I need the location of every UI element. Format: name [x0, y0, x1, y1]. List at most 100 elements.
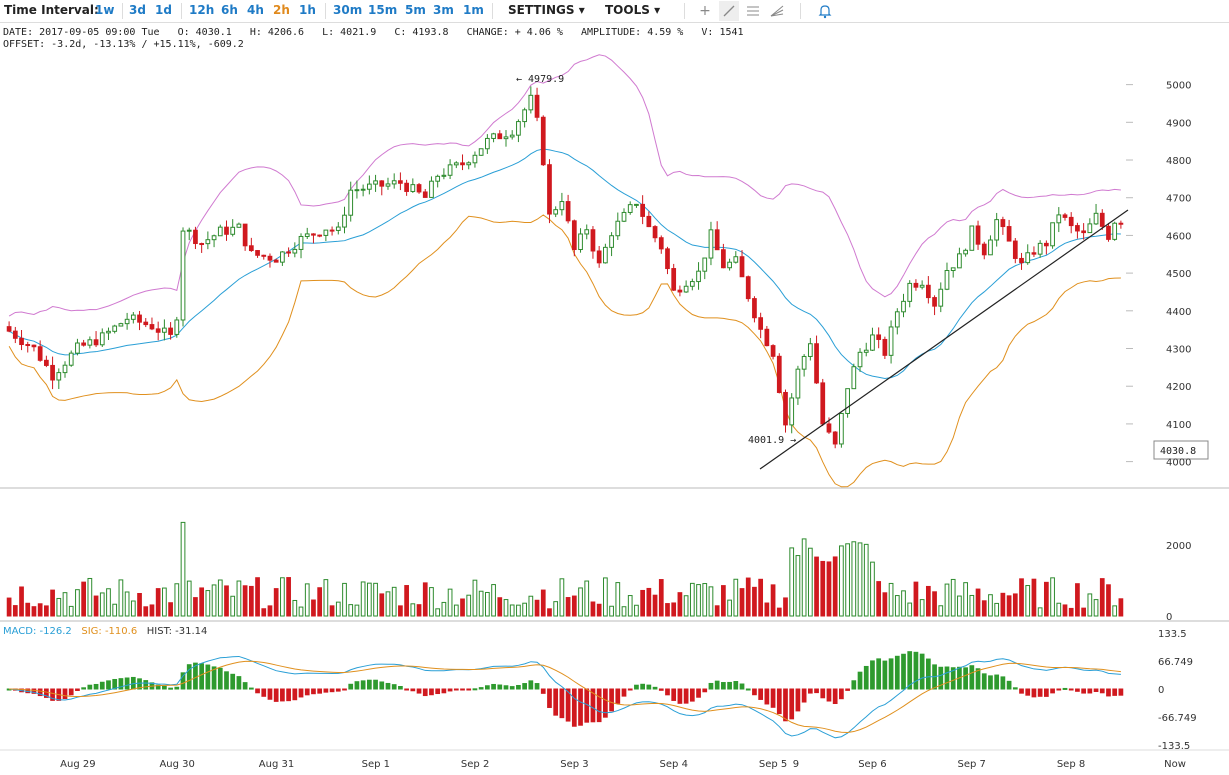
candle-body — [118, 323, 124, 327]
macd-histogram-bar — [304, 688, 310, 696]
volume-bar — [373, 582, 378, 617]
price-tick-label: 4800 — [1166, 156, 1191, 167]
bollinger-lower-line — [8, 214, 1121, 488]
volume-bar — [273, 588, 279, 617]
macd-histogram-bar — [1037, 688, 1043, 697]
macd-histogram-bar — [950, 667, 956, 690]
candle-body — [578, 233, 583, 251]
candle-body — [944, 270, 950, 290]
volume-bar — [255, 577, 260, 617]
macd-histogram-bar — [68, 688, 74, 696]
volume-bar — [174, 583, 180, 617]
price-tick-label: 4700 — [1166, 194, 1191, 205]
interval-1d[interactable]: 1d — [155, 3, 172, 17]
macd-histogram-bar — [124, 677, 130, 690]
macd-histogram-bar — [335, 688, 341, 692]
interval-30m[interactable]: 30m — [333, 3, 363, 17]
crosshair-icon[interactable]: + — [699, 3, 711, 19]
macd-histogram-bar — [1075, 688, 1080, 692]
tools-menu[interactable]: TOOLS ▾ — [605, 3, 660, 17]
macd-histogram-bar — [379, 681, 385, 690]
ohlc-info-line: DATE: 2017-09-05 09:00 Tue O: 4030.1 H: … — [3, 27, 744, 38]
candle-body — [1062, 214, 1068, 218]
candle-body — [491, 133, 496, 139]
trendline-icon[interactable] — [719, 1, 739, 21]
settings-menu[interactable]: SETTINGS ▾ — [508, 3, 585, 17]
candle-body — [453, 162, 459, 166]
hist-value: -31.14 — [175, 626, 208, 637]
volume-bar — [6, 597, 12, 617]
volume-bar — [404, 585, 409, 617]
x-tick-label: Sep 2 — [461, 759, 489, 770]
volume-bar — [248, 585, 254, 617]
price-tick-label: 4500 — [1166, 269, 1191, 280]
interval-1m[interactable]: 1m — [463, 3, 484, 17]
macd-tick-label: 0 — [1158, 685, 1164, 696]
volume-bar — [988, 594, 993, 617]
candle-body — [584, 229, 590, 235]
macd-histogram-bar — [944, 666, 950, 690]
volume-bar — [528, 595, 534, 617]
pitchfork-icon[interactable] — [767, 1, 787, 21]
volume-bar — [671, 602, 677, 617]
macd-histogram-bar — [478, 687, 484, 690]
volume-bar — [466, 594, 472, 617]
macd-histogram-bar — [429, 688, 434, 696]
macd-histogram-bar — [559, 688, 565, 719]
candle-body — [25, 344, 31, 347]
candle-body — [410, 184, 416, 192]
volume-bar — [764, 602, 770, 617]
macd-histogram-bar — [646, 684, 652, 690]
candle-body — [348, 189, 354, 216]
macd-histogram-bar — [62, 688, 68, 700]
interval-6h[interactable]: 6h — [221, 3, 238, 17]
macd-histogram-bar — [758, 688, 764, 700]
volume-bar — [491, 584, 496, 617]
volume-bar — [857, 542, 863, 617]
volume-bar — [354, 604, 360, 617]
volume-bar — [398, 605, 403, 617]
interval-4h[interactable]: 4h — [247, 3, 264, 17]
candle-body — [652, 226, 658, 239]
interval-3m[interactable]: 3m — [433, 3, 454, 17]
macd-histogram-bar — [329, 688, 335, 693]
interval-1h[interactable]: 1h — [299, 3, 316, 17]
x-tick-label: Sep 7 — [958, 759, 986, 770]
macd-histogram-bar — [634, 684, 639, 690]
volume-bar — [1031, 578, 1037, 617]
candle-body — [6, 326, 12, 332]
interval-15m[interactable]: 15m — [368, 3, 398, 17]
candle-body — [950, 267, 956, 272]
volume-bar — [242, 585, 248, 617]
price-tick-label: 4300 — [1166, 345, 1191, 356]
interval-1w[interactable]: 1w — [95, 3, 115, 17]
price-chart[interactable]: ← 4979.9 4001.9 → 4030.8 4000 4100 4200 4300 4… — [0, 22, 1229, 775]
alert-bell-icon[interactable] — [815, 1, 835, 21]
interval-2h[interactable]: 2h — [273, 3, 290, 17]
volume-bar — [447, 588, 453, 617]
macd-histogram-bar — [1081, 688, 1086, 694]
interval-3d[interactable]: 3d — [129, 3, 146, 17]
candle-body — [366, 183, 372, 190]
candle-body — [422, 191, 428, 198]
volume-bar — [839, 545, 844, 617]
macd-histogram-bar — [745, 688, 751, 691]
volume-bar — [1043, 581, 1049, 617]
volume-bar — [385, 591, 391, 617]
interval-12h[interactable]: 12h — [189, 3, 215, 17]
volume-bar — [938, 605, 944, 617]
fib-lines-icon[interactable] — [743, 1, 763, 21]
bollinger-middle-line — [8, 148, 1121, 380]
candle-body — [12, 330, 18, 339]
macd-histogram-bar — [727, 681, 732, 690]
chevron-down-icon: ▾ — [654, 3, 661, 17]
macd-histogram-bar — [491, 683, 496, 690]
macd-histogram-bar — [969, 665, 975, 690]
interval-5m[interactable]: 5m — [405, 3, 426, 17]
candle-body — [404, 182, 409, 192]
candle-body — [1012, 240, 1018, 259]
macd-histogram-bar — [963, 667, 968, 690]
macd-histogram-bar — [106, 680, 111, 690]
volume-bar — [721, 585, 726, 617]
x-tick-label: Sep 8 — [1057, 759, 1085, 770]
